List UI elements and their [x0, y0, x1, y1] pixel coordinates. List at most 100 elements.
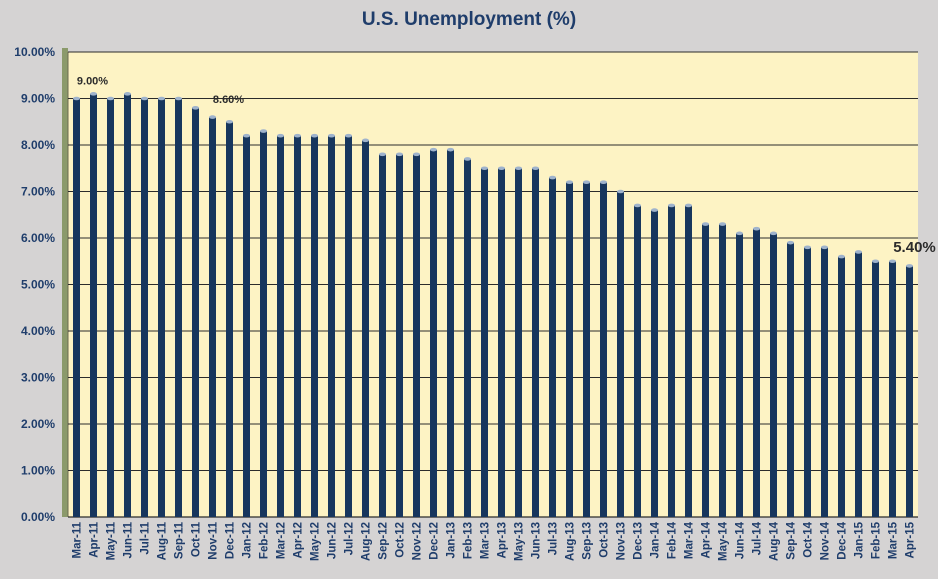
x-tick-label: Mar-15 — [888, 521, 900, 559]
bar — [838, 256, 845, 517]
bar-Jul-14 — [753, 226, 760, 517]
bar-cap — [889, 259, 896, 264]
bar-Feb-14 — [668, 203, 675, 517]
bar-cap — [600, 180, 607, 184]
bar-cap — [141, 96, 148, 101]
plot-left-wall — [62, 48, 68, 517]
x-tick-label: Feb-12 — [259, 522, 271, 559]
bar — [634, 205, 641, 517]
bar — [175, 98, 182, 517]
bar-cap — [634, 203, 641, 208]
y-tick-label: 0.00% — [21, 510, 55, 524]
x-tick-label: Sep-14 — [786, 521, 798, 559]
x-tick-label: Sep-13 — [582, 522, 594, 560]
bar-Sep-12 — [379, 152, 386, 518]
x-tick-label: Jan-12 — [242, 522, 254, 558]
bar-cap — [821, 245, 828, 250]
bar — [787, 242, 794, 517]
bar-May-13 — [515, 166, 522, 517]
bar-cap — [549, 175, 556, 180]
x-tick-label: Jun-11 — [123, 521, 135, 558]
bar-cap — [379, 152, 386, 157]
bar — [107, 98, 114, 517]
bar-cap — [719, 222, 726, 226]
bar-cap — [498, 166, 505, 171]
bar-Nov-11 — [209, 115, 216, 517]
x-tick-label: Apr-12 — [293, 522, 305, 558]
bar-cap — [362, 138, 369, 143]
bar — [906, 265, 913, 517]
x-tick-label: Aug-11 — [157, 521, 169, 560]
bars — [73, 92, 913, 518]
bar-Apr-11 — [90, 92, 97, 517]
bar-cap — [73, 96, 80, 101]
bar — [328, 135, 335, 517]
bar — [702, 224, 709, 518]
data-label: 8.60% — [213, 94, 244, 106]
bar-cap — [617, 189, 624, 194]
bar — [379, 154, 386, 518]
x-tick-label: Apr-14 — [701, 521, 713, 558]
x-tick-label: Feb-15 — [871, 521, 883, 559]
x-tick-label: Nov-14 — [820, 521, 832, 560]
bar-cap — [396, 152, 403, 157]
x-tick-label: Mar-13 — [480, 522, 492, 559]
bar-cap — [787, 240, 794, 245]
bar — [753, 228, 760, 517]
y-tick-label: 5.00% — [21, 278, 55, 292]
y-tick-label: 6.00% — [21, 231, 55, 245]
bar — [651, 210, 658, 517]
bar-Aug-12 — [362, 138, 369, 517]
bar-Jan-14 — [651, 208, 658, 517]
bar-cap — [464, 157, 471, 161]
bar-cap — [906, 264, 913, 268]
bar — [668, 205, 675, 517]
bar — [447, 149, 454, 517]
bar — [566, 182, 573, 517]
bar-Apr-15 — [906, 264, 913, 517]
bar — [141, 98, 148, 517]
bar-cap — [872, 259, 879, 264]
x-tick-label: Apr-13 — [497, 522, 509, 558]
x-tick-label: Jan-15 — [854, 521, 866, 558]
bar-cap — [753, 226, 760, 231]
bar — [464, 158, 471, 517]
bar-Aug-11 — [158, 96, 165, 517]
bar-cap — [260, 129, 267, 133]
bar — [498, 168, 505, 517]
bar-Jan-12 — [243, 133, 250, 517]
bar-Nov-12 — [413, 152, 420, 518]
bar — [719, 224, 726, 518]
bar-cap — [345, 133, 352, 138]
bar-cap — [804, 245, 811, 250]
x-tick-label: Jul-11 — [140, 521, 152, 554]
bar-Jun-12 — [328, 133, 335, 517]
x-tick-label: Nov-12 — [412, 522, 424, 560]
x-axis-ticks: Mar-11 Apr-11 May-11 Jun-11 Jul-11 Aug-11 Sep-… — [72, 521, 917, 561]
y-tick-label: 4.00% — [21, 324, 55, 338]
bar-Dec-11 — [226, 119, 233, 517]
bar-Mar-11 — [73, 96, 80, 517]
bar-cap — [226, 119, 233, 124]
y-tick-label: 8.00% — [21, 138, 55, 152]
bar-Oct-14 — [804, 245, 811, 518]
bar-Jun-13 — [532, 166, 539, 517]
x-tick-label: Oct-12 — [395, 522, 407, 558]
x-tick-label: Feb-14 — [667, 521, 679, 559]
bar — [872, 261, 879, 517]
bar-Dec-13 — [634, 203, 641, 517]
x-tick-label: Dec-13 — [633, 522, 645, 560]
bar-cap — [311, 133, 318, 138]
bar — [294, 135, 301, 517]
bar-Apr-13 — [498, 166, 505, 517]
bar — [311, 135, 318, 517]
bar — [430, 149, 437, 517]
bar-Apr-14 — [702, 222, 709, 518]
bar-cap — [124, 92, 131, 96]
x-tick-label: Apr-11 — [89, 521, 101, 557]
bar — [260, 131, 267, 518]
bar — [226, 121, 233, 517]
x-tick-label: Apr-15 — [905, 521, 917, 558]
bar — [821, 247, 828, 518]
